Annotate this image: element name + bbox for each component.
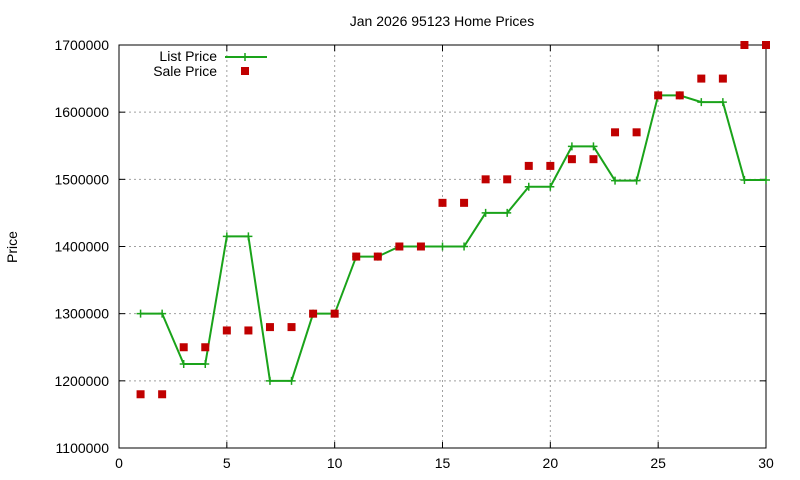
legend-marker-sale-price bbox=[241, 67, 249, 75]
x-tick-label: 20 bbox=[543, 455, 559, 471]
data-point-sale-price bbox=[244, 326, 253, 335]
y-tick-label: 1600000 bbox=[54, 104, 109, 120]
legend-label-list-price: List Price bbox=[159, 48, 217, 64]
y-tick-label: 1400000 bbox=[54, 239, 109, 255]
chart-title: Jan 2026 95123 Home Prices bbox=[350, 13, 534, 29]
data-point-sale-price bbox=[589, 155, 598, 164]
x-tick-label: 25 bbox=[650, 455, 666, 471]
data-point-list-price bbox=[136, 309, 145, 318]
data-point-list-price bbox=[524, 182, 533, 191]
data-point-sale-price bbox=[460, 198, 469, 207]
data-point-list-price bbox=[611, 176, 620, 185]
data-point-sale-price bbox=[762, 41, 770, 49]
data-point-list-price bbox=[632, 176, 641, 185]
data-point-sale-price bbox=[567, 155, 576, 164]
data-point-sale-price bbox=[740, 41, 749, 49]
y-tick-label: 1100000 bbox=[56, 440, 110, 456]
data-point-sale-price bbox=[179, 343, 188, 352]
series-line-list-price bbox=[140, 94, 766, 382]
data-point-sale-price bbox=[265, 323, 274, 332]
x-tick-label: 10 bbox=[327, 455, 343, 471]
data-point-sale-price bbox=[503, 175, 512, 184]
data-point-list-price bbox=[740, 176, 749, 185]
data-point-sale-price bbox=[395, 242, 404, 251]
data-point-sale-price bbox=[481, 175, 490, 184]
data-point-list-price bbox=[158, 309, 167, 318]
legend: List Price Sale Price bbox=[153, 48, 267, 79]
data-point-sale-price bbox=[416, 242, 425, 251]
data-point-list-price bbox=[265, 376, 274, 385]
data-point-list-price bbox=[589, 142, 598, 151]
data-point-list-price bbox=[438, 242, 447, 251]
data-point-sale-price bbox=[309, 309, 318, 318]
data-point-list-price bbox=[546, 182, 555, 191]
x-tick-labels: 0 5 10 15 20 25 30 bbox=[115, 455, 774, 471]
data-point-sale-price bbox=[611, 128, 620, 137]
data-point-sale-price bbox=[654, 91, 663, 100]
x-tick-label: 15 bbox=[435, 455, 451, 471]
data-point-sale-price bbox=[718, 74, 727, 83]
x-tick-label: 5 bbox=[223, 455, 231, 471]
data-point-sale-price bbox=[352, 252, 361, 261]
y-axis-label: Price bbox=[4, 231, 20, 263]
data-point-sale-price bbox=[201, 343, 210, 352]
data-point-list-price bbox=[503, 208, 512, 217]
data-point-list-price bbox=[718, 98, 727, 107]
legend-label-sale-price: Sale Price bbox=[153, 63, 217, 79]
y-tick-label: 1200000 bbox=[54, 373, 109, 389]
data-point-sale-price bbox=[287, 323, 296, 332]
data-point-list-price bbox=[201, 360, 210, 369]
data-point-list-price bbox=[567, 142, 576, 151]
data-point-list-price bbox=[244, 232, 253, 241]
data-point-sale-price bbox=[438, 198, 447, 207]
legend-marker-list-price bbox=[241, 53, 249, 61]
axis-ticks bbox=[118, 44, 767, 449]
data-point-sale-price bbox=[524, 161, 533, 170]
data-point-list-price bbox=[179, 360, 188, 369]
data-series bbox=[136, 41, 770, 399]
y-tick-label: 1700000 bbox=[54, 37, 109, 53]
data-point-sale-price bbox=[158, 390, 167, 399]
data-point-list-price bbox=[222, 232, 231, 241]
data-point-list-price bbox=[287, 376, 296, 385]
data-point-sale-price bbox=[632, 128, 641, 137]
data-point-sale-price bbox=[675, 91, 684, 100]
data-point-sale-price bbox=[697, 74, 706, 83]
data-point-sale-price bbox=[373, 252, 382, 261]
y-tick-label: 1300000 bbox=[54, 306, 109, 322]
data-point-list-price bbox=[481, 208, 490, 217]
data-point-sale-price bbox=[546, 161, 555, 170]
x-tick-label: 30 bbox=[758, 455, 774, 471]
x-tick-label: 0 bbox=[115, 455, 123, 471]
data-point-list-price bbox=[697, 98, 706, 107]
data-point-sale-price bbox=[330, 309, 339, 318]
data-point-sale-price bbox=[136, 390, 145, 399]
data-point-list-price bbox=[460, 242, 469, 251]
data-point-list-price bbox=[762, 176, 770, 185]
data-point-sale-price bbox=[222, 326, 231, 335]
y-tick-label: 1500000 bbox=[54, 171, 109, 187]
y-tick-labels: 1100000 1200000 1300000 1400000 1500000 16000… bbox=[54, 37, 109, 456]
